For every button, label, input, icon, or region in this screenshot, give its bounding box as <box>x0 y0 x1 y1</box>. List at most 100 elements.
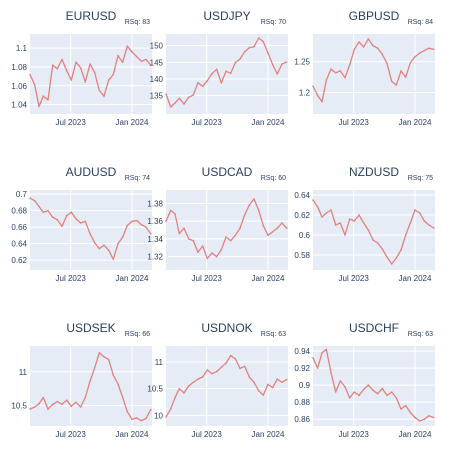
data-point <box>29 408 31 410</box>
data-point <box>201 376 204 378</box>
data-point <box>381 248 384 250</box>
data-point <box>56 218 59 221</box>
data-point <box>257 37 260 39</box>
data-point <box>107 249 110 251</box>
data-point <box>169 106 172 108</box>
chart-title: USDJPY <box>203 9 250 23</box>
data-point <box>51 216 54 218</box>
data-point <box>381 53 384 56</box>
rsq-annotation: RSq: 60 <box>261 175 286 182</box>
x-tick-label: Jul 2023 <box>56 118 87 127</box>
x-tick-label: Jan 2024 <box>399 430 432 439</box>
y-tick-label: 1.04 <box>11 101 27 110</box>
x-tick-label: Jan 2024 <box>399 118 432 127</box>
data-point <box>376 392 379 395</box>
data-point <box>225 236 227 238</box>
data-point <box>353 391 356 393</box>
data-point <box>145 417 147 420</box>
data-point <box>376 47 379 49</box>
data-point <box>75 61 77 63</box>
data-point <box>51 403 54 406</box>
y-tick-label: 145 <box>150 58 164 67</box>
data-point <box>395 257 398 259</box>
data-point <box>330 371 332 374</box>
data-point <box>262 40 265 43</box>
y-tick-label: 0.62 <box>294 211 310 220</box>
data-point <box>145 58 147 61</box>
data-point <box>79 222 82 224</box>
chart-title: NZDUSD <box>349 165 399 179</box>
y-tick-label: 11 <box>19 368 28 377</box>
data-point <box>117 242 119 245</box>
y-tick-label: 0.62 <box>11 256 27 265</box>
y-tick-label: 0.86 <box>294 415 310 424</box>
data-point <box>187 96 190 99</box>
x-tick-label: Jul 2023 <box>339 274 370 283</box>
data-point <box>70 211 73 214</box>
data-point <box>395 84 398 86</box>
data-point <box>56 400 59 403</box>
data-point <box>103 95 105 97</box>
x-tick-label: Jan 2024 <box>252 430 285 439</box>
data-point <box>165 416 167 418</box>
data-point <box>234 234 237 237</box>
y-tick-label: 0.92 <box>294 364 310 373</box>
data-point <box>423 418 426 421</box>
data-point <box>316 367 319 369</box>
data-point <box>211 372 213 375</box>
data-point <box>404 234 407 236</box>
y-tick-label: 135 <box>150 92 164 101</box>
data-point <box>174 213 176 215</box>
data-point <box>98 247 101 250</box>
data-point <box>61 225 63 228</box>
data-point <box>215 255 218 258</box>
data-point <box>215 68 218 71</box>
data-point <box>79 406 82 408</box>
data-point <box>84 396 87 399</box>
plot-area <box>30 346 152 426</box>
data-point <box>253 381 255 384</box>
data-point <box>428 47 430 49</box>
y-tick-label: 1.32 <box>147 253 163 262</box>
data-point <box>70 79 73 81</box>
plot-area <box>313 346 435 426</box>
data-point <box>325 348 328 351</box>
data-point <box>339 70 342 72</box>
data-point <box>192 381 195 384</box>
data-point <box>140 223 143 226</box>
data-point <box>42 95 45 97</box>
data-point <box>183 392 185 394</box>
data-point <box>178 97 181 100</box>
data-point <box>339 380 342 382</box>
data-point <box>197 81 199 84</box>
data-point <box>220 366 223 369</box>
y-tick-label: 1.25 <box>294 58 310 67</box>
y-tick-label: 0.66 <box>11 223 27 232</box>
data-point <box>121 61 124 63</box>
data-point <box>367 229 370 231</box>
data-point <box>262 394 265 396</box>
data-point <box>225 362 227 364</box>
data-point <box>372 389 374 392</box>
data-point <box>229 72 232 75</box>
data-point <box>432 227 435 229</box>
rsq-annotation: RSq: 74 <box>125 175 150 182</box>
data-point <box>267 234 269 237</box>
data-point <box>117 383 119 385</box>
data-point <box>174 396 176 399</box>
data-point <box>33 406 36 408</box>
data-point <box>149 232 152 235</box>
x-tick-label: Jan 2024 <box>116 118 149 127</box>
chart-title: USDNOK <box>201 321 252 335</box>
x-tick-label: Jul 2023 <box>56 274 87 283</box>
y-tick-label: 1.38 <box>147 199 163 208</box>
data-point <box>376 242 379 244</box>
data-point <box>339 222 342 224</box>
data-point <box>165 93 167 95</box>
x-tick-label: Jan 2024 <box>116 430 149 439</box>
data-point <box>42 396 45 399</box>
data-point <box>61 403 63 406</box>
y-tick-label: 0.9 <box>299 381 311 390</box>
data-point <box>362 388 365 391</box>
